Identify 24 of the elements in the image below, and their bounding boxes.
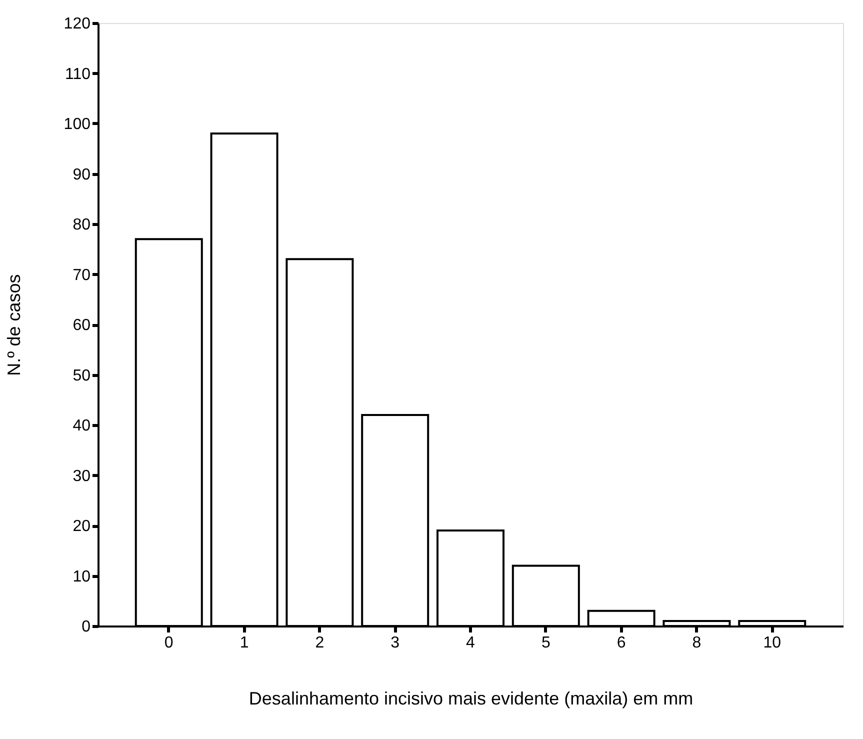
y-tick-label: 50 bbox=[72, 367, 91, 384]
x-tick-label: 8 bbox=[692, 634, 702, 652]
y-tick-label: 100 bbox=[64, 116, 91, 133]
y-tick-label: 120 bbox=[64, 16, 91, 32]
y-tick-label: 90 bbox=[72, 166, 91, 184]
y-tick-label: 70 bbox=[72, 266, 91, 284]
y-axis-title: N.º de casos bbox=[4, 274, 24, 376]
x-tick-label: 3 bbox=[390, 634, 400, 652]
x-tick-label: 2 bbox=[315, 634, 324, 652]
x-tick-label: 10 bbox=[763, 634, 782, 652]
y-tick-label: 80 bbox=[72, 216, 91, 234]
x-tick-label: 4 bbox=[466, 634, 476, 652]
x-tick-label: 0 bbox=[164, 634, 174, 652]
x-tick-label: 5 bbox=[541, 634, 550, 652]
y-tick-label: 20 bbox=[72, 518, 91, 535]
y-tick-label: 40 bbox=[72, 418, 91, 434]
y-tick-label: 110 bbox=[64, 66, 91, 83]
y-tick-label: 30 bbox=[72, 468, 91, 485]
y-tick-label: 0 bbox=[82, 618, 91, 636]
x-axis-title: Desalinhamento incisivo mais evidente (maxila) em mm bbox=[248, 688, 694, 708]
y-tick-label: 60 bbox=[72, 317, 91, 334]
x-tick-label: 6 bbox=[616, 634, 626, 652]
y-tick-label: 10 bbox=[72, 568, 91, 586]
x-tick-label: 1 bbox=[240, 634, 249, 652]
